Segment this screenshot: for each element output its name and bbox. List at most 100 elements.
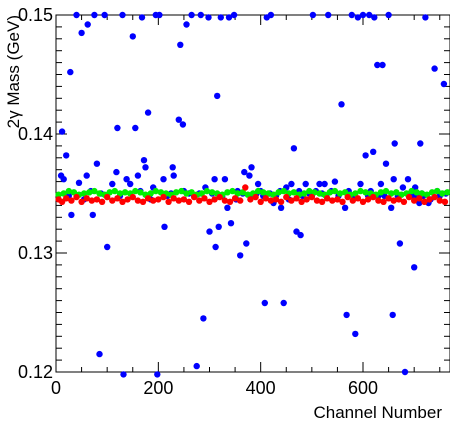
data-point: [370, 148, 377, 155]
data-point: [169, 164, 176, 171]
data-point: [248, 164, 255, 171]
data-point: [380, 198, 387, 205]
data-point: [338, 101, 345, 108]
data-point: [290, 189, 298, 196]
data-point: [229, 187, 236, 195]
data-point: [261, 299, 268, 307]
data-point: [288, 180, 295, 188]
data-point: [423, 191, 431, 198]
data-point: [214, 92, 221, 100]
data-point: [55, 191, 62, 198]
data-point: [431, 65, 438, 72]
data-point: [188, 189, 195, 196]
data-point: [140, 157, 148, 164]
data-point: [96, 350, 103, 358]
data-point: [421, 198, 428, 205]
data-point: [428, 189, 436, 196]
x-tick-label: 600: [348, 378, 378, 398]
data-point: [201, 195, 208, 202]
data-point: [388, 204, 395, 211]
data-point: [348, 11, 355, 19]
data-point: [374, 61, 381, 69]
data-point: [101, 11, 108, 19]
data-point: [404, 176, 412, 183]
data-point: [375, 197, 382, 204]
data-point: [134, 197, 142, 204]
data-point: [272, 196, 280, 203]
data-point: [91, 11, 98, 19]
data-point: [385, 11, 392, 19]
data-point: [343, 311, 350, 319]
data-point: [313, 197, 321, 204]
data-point: [417, 140, 424, 147]
data-point: [431, 193, 438, 201]
data-point: [390, 176, 397, 183]
data-point: [267, 197, 275, 204]
data-point: [297, 231, 304, 239]
data-point: [408, 187, 415, 195]
data-point: [357, 180, 364, 188]
x-tick-label: 400: [246, 378, 276, 398]
data-point: [237, 252, 244, 259]
data-point: [175, 116, 182, 123]
data-point: [132, 124, 139, 132]
data-point: [308, 193, 315, 201]
data-point: [111, 187, 119, 195]
data-point: [80, 190, 88, 197]
data-point: [231, 195, 239, 202]
data-point: [252, 193, 259, 201]
data-point: [444, 189, 450, 196]
data-point: [198, 190, 205, 197]
data-point: [405, 193, 413, 201]
data-point: [62, 152, 70, 159]
data-point: [393, 189, 400, 196]
data-point: [70, 189, 78, 196]
tick-labels: 0 200 400 600 0.12 0.13 0.14 0.15: [18, 5, 378, 398]
data-point: [359, 198, 367, 205]
data-point: [109, 180, 116, 188]
x-axis-title: Channel Number: [313, 403, 442, 422]
data-point: [293, 195, 300, 202]
data-point: [221, 176, 229, 183]
data-point: [277, 198, 285, 205]
data-point: [377, 180, 385, 188]
data-point: [216, 193, 223, 201]
data-point: [226, 198, 234, 205]
data-point: [288, 197, 295, 204]
data-point: [277, 204, 285, 211]
data-point: [325, 11, 332, 19]
data-point: [157, 189, 165, 196]
data-point: [370, 193, 377, 201]
data-point: [160, 176, 167, 183]
data-point: [96, 190, 103, 197]
data-point: [217, 14, 224, 21]
data-point: [150, 197, 157, 204]
data-point: [98, 198, 106, 205]
data-point: [185, 198, 193, 205]
data-point: [398, 191, 405, 198]
data-point: [341, 189, 349, 196]
data-point: [93, 196, 101, 203]
data-point: [389, 311, 396, 319]
data-point: [119, 11, 126, 19]
data-point: [426, 196, 433, 203]
data-point: [221, 197, 229, 204]
x-tick-label: 200: [143, 378, 173, 398]
data-point: [257, 198, 264, 205]
data-point: [84, 21, 91, 28]
data-point: [78, 198, 85, 205]
data-point: [119, 198, 126, 205]
data-point: [179, 121, 187, 128]
data-point: [440, 80, 448, 88]
data-point: [73, 11, 80, 19]
data-point: [155, 196, 162, 203]
data-point: [83, 172, 90, 179]
y-tick-label: 0.15: [18, 5, 53, 25]
data-point: [180, 196, 188, 203]
data-point: [362, 189, 369, 196]
data-point: [416, 199, 423, 207]
data-point: [242, 184, 249, 191]
data-point: [418, 190, 426, 197]
data-point: [196, 197, 203, 204]
data-point: [243, 240, 250, 247]
